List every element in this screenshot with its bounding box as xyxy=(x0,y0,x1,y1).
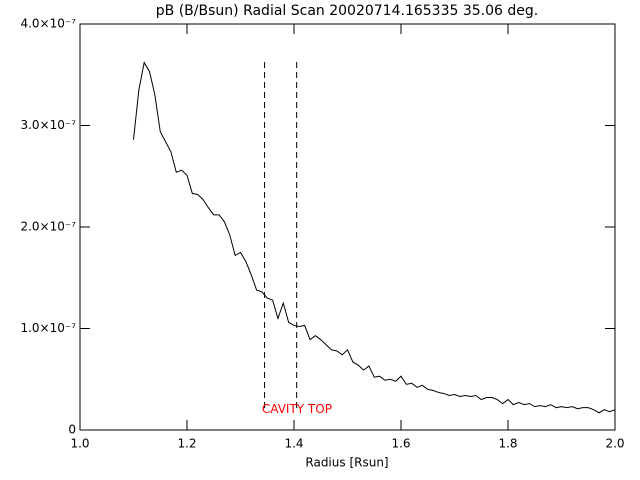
annotation: CAVITY TOP xyxy=(262,402,332,416)
y-tick-label: 3.0×10⁻⁷ xyxy=(20,118,76,132)
chart-title: pB (B/Bsun) Radial Scan 20020714.165335 … xyxy=(156,3,538,19)
y-tick-label: 0 xyxy=(68,423,76,437)
x-tick-label: 1.0 xyxy=(70,437,89,451)
y-tick-label: 1.0×10⁻⁷ xyxy=(20,321,76,335)
y-tick-label: 4.0×10⁻⁷ xyxy=(20,17,76,31)
x-axis-label: Radius [Rsun] xyxy=(305,456,388,470)
x-tick-label: 2.0 xyxy=(605,437,624,451)
x-tick-label: 1.6 xyxy=(391,437,410,451)
y-tick-label: 2.0×10⁻⁷ xyxy=(20,220,76,234)
x-tick-label: 1.2 xyxy=(177,437,196,451)
x-tick-label: 1.8 xyxy=(498,437,517,451)
x-tick-label: 1.4 xyxy=(284,437,303,451)
data-line xyxy=(133,61,616,414)
